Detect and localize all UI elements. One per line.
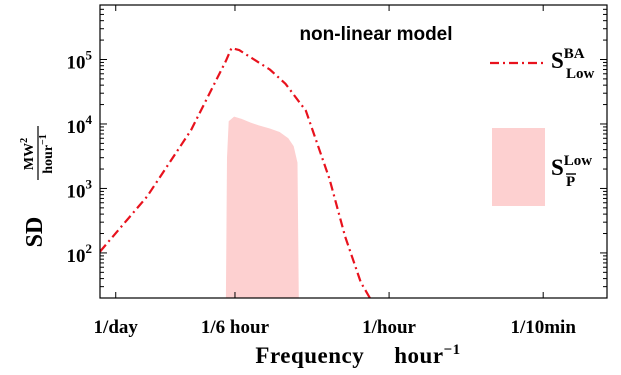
plot-frame (99, 4, 608, 299)
legend-label-s-ba-low: SBA (551, 46, 585, 73)
x-tick-label: 1/6 hour (201, 317, 270, 338)
chart-annotation: non-linear model (299, 24, 452, 45)
x-axis-unit: hour (394, 343, 443, 368)
series-s-ba-low-line (100, 47, 371, 298)
y-tick-label: 104 (67, 112, 93, 138)
x-axis-unit-exponent: −1 (444, 342, 461, 358)
legend: SBA Low SLow P (490, 46, 595, 206)
x-tick-label: 1/10min (510, 317, 576, 338)
legend-label-s-p-low-subscript: P (566, 174, 575, 190)
x-axis-label: Frequency (255, 343, 364, 368)
y-axis-title: SD MW2 hour−1 (19, 126, 56, 247)
series-layer (100, 47, 371, 298)
x-tick-label: 1/hour (362, 317, 416, 338)
series-s-p-low-area (225, 116, 299, 298)
y-axis-unit-denominator: hour−1 (38, 134, 56, 174)
y-tick-label: 105 (67, 47, 93, 73)
legend-swatch-s-p-low (492, 128, 545, 206)
y-tick-label: 102 (67, 241, 93, 267)
tick-layer: 1/day 1/6 hour 1/hour 1/10min 102 103 104 105 (67, 4, 607, 338)
y-tick-label: 103 (67, 176, 93, 202)
x-axis-title: Frequency hour−1 (255, 342, 460, 368)
y-axis-label: SD (22, 217, 48, 248)
legend-label-s-ba-low-subscript: Low (566, 66, 595, 82)
legend-label-s-p-low: SLow (551, 153, 592, 180)
y-axis-unit-numerator: MW2 (19, 138, 37, 170)
x-tick-label: 1/day (94, 317, 139, 338)
